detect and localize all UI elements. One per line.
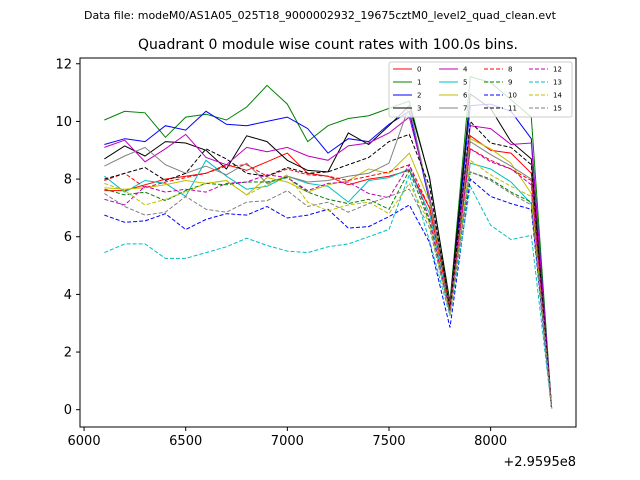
y-axis: 0 2 4 6 8 10 12 [55, 57, 80, 418]
legend-label-11: 11 [508, 105, 517, 113]
series-line-6 [104, 137, 553, 409]
plot-lines [104, 76, 553, 409]
y-tick-label: 12 [55, 57, 72, 72]
legend-label-14: 14 [553, 92, 562, 100]
legend-label-8: 8 [508, 66, 512, 74]
series-line-4 [104, 116, 553, 409]
chart-suptitle: Data file: modeM0/AS1A05_025T18_90000029… [84, 9, 557, 22]
y-tick-label: 0 [64, 403, 72, 418]
x-tick-label: 7000 [271, 434, 304, 449]
legend-label-12: 12 [553, 66, 562, 74]
legend-label-5: 5 [463, 79, 467, 87]
legend-label-6: 6 [463, 92, 468, 100]
series-line-3 [104, 93, 553, 409]
plot-frame [79, 57, 577, 428]
legend-label-15: 15 [553, 105, 562, 113]
legend-label-9: 9 [508, 79, 512, 87]
y-tick-label: 2 [64, 346, 72, 361]
legend-label-10: 10 [508, 92, 517, 100]
series-line-13 [104, 173, 553, 409]
y-tick-label: 8 [64, 173, 72, 188]
legend-label-13: 13 [553, 79, 562, 87]
series-line-7 [104, 103, 553, 409]
series-line-10 [104, 178, 553, 409]
series-line-11 [104, 120, 553, 409]
series-line-15 [104, 171, 553, 409]
x-tick-label: 6000 [68, 434, 101, 449]
legend-label-2: 2 [417, 92, 421, 100]
chart-title: Quadrant 0 module wise count rates with … [138, 37, 518, 53]
legend-label-7: 7 [463, 105, 467, 113]
x-tick-label: 7500 [372, 434, 405, 449]
y-tick-label: 4 [64, 288, 72, 303]
legend-label-0: 0 [417, 66, 421, 74]
series-line-2 [104, 103, 553, 409]
legend-label-1: 1 [417, 79, 421, 87]
legend-label-3: 3 [417, 105, 421, 113]
x-offset-text: +2.9595e8 [503, 455, 576, 470]
legend-box [388, 61, 573, 118]
y-tick-label: 10 [55, 115, 72, 130]
x-tick-label: 8000 [474, 434, 507, 449]
series-line-14 [104, 159, 553, 409]
x-tick-label: 6500 [169, 434, 202, 449]
series-line-9 [104, 169, 553, 409]
series-line-12 [104, 147, 553, 409]
y-tick-label: 6 [64, 230, 72, 245]
series-line-1 [104, 76, 553, 409]
x-axis: 6000 6500 7000 7500 8000 [68, 427, 507, 449]
legend-label-4: 4 [463, 66, 468, 74]
